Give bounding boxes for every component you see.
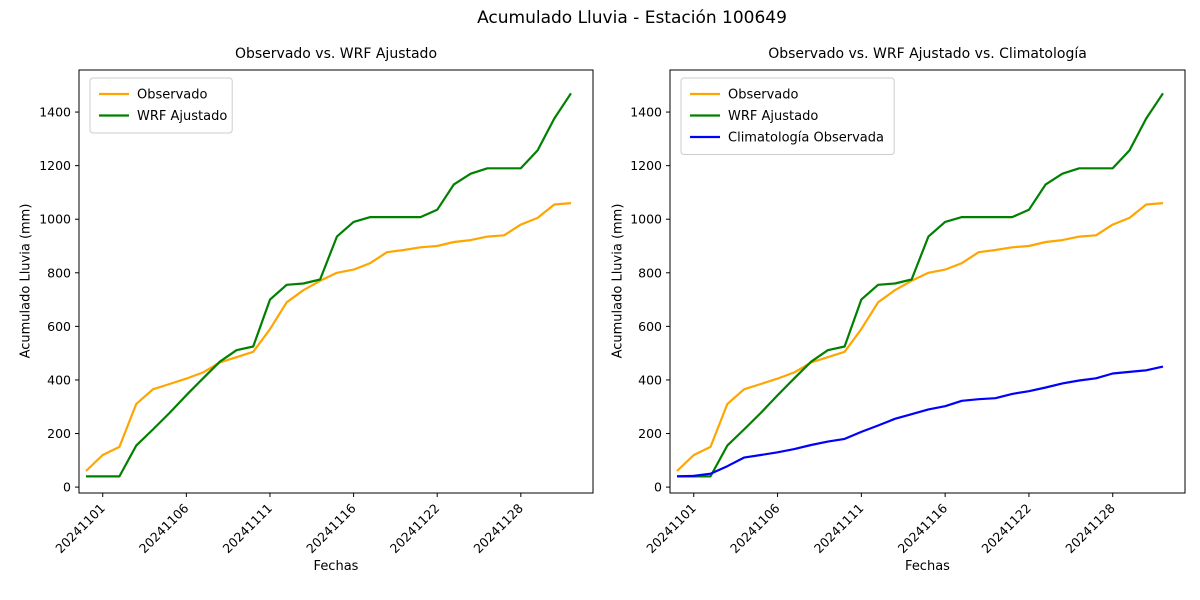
right-subplot-title: Observado vs. WRF Ajustado vs. Climatolo… (768, 46, 1087, 62)
legend-box (89, 77, 233, 134)
x-tick-label: 20241116 (303, 500, 359, 556)
series-line-wrf-ajustado (677, 92, 1164, 478)
y-tick-label: 600 (47, 319, 71, 334)
figure-title: Acumulado Lluvia - Estación 100649 (477, 8, 787, 28)
legend-label: Climatología Observada (728, 131, 884, 146)
x-tick-label: 20241128 (470, 500, 526, 556)
y-tick-label: 400 (638, 372, 662, 387)
right-x-axis-label: Fechas (905, 559, 950, 574)
y-tick-label: 1000 (39, 212, 71, 227)
x-tick-label: 20241101 (52, 501, 108, 557)
y-tick-label: 0 (654, 480, 662, 495)
series-line-climatolog-a-observada (676, 365, 1164, 478)
plot-border (78, 69, 594, 494)
x-tick-label: 20241106 (727, 500, 783, 556)
y-tick-label: 800 (47, 265, 71, 280)
left-x-axis-label: Fechas (313, 559, 359, 574)
x-tick-label: 20241122 (387, 501, 443, 557)
legend-label: WRF Ajustado (137, 109, 227, 124)
y-tick-label: 600 (638, 319, 662, 334)
y-tick-label: 0 (63, 480, 71, 495)
legend-box (680, 77, 895, 155)
plot-border (669, 69, 1186, 494)
series-line-wrf-ajustado (86, 92, 572, 478)
legend-label: Observado (137, 88, 208, 103)
x-tick-label: 20241128 (1062, 500, 1118, 556)
legend-label: Observado (728, 88, 799, 103)
y-tick-label: 1200 (39, 158, 71, 173)
x-tick-label: 20241106 (136, 500, 192, 556)
y-tick-label: 400 (47, 372, 71, 387)
y-tick-label: 1000 (630, 212, 662, 227)
x-tick-label: 20241122 (978, 501, 1034, 557)
series-line-observado (676, 202, 1164, 472)
left-subplot-title: Observado vs. WRF Ajustado (234, 46, 438, 62)
x-tick-label: 20241101 (643, 501, 699, 557)
y-tick-label: 200 (638, 426, 662, 441)
y-tick-label: 1200 (630, 158, 662, 173)
x-tick-label: 20241111 (811, 501, 867, 557)
legend-label: WRF Ajustado (728, 109, 818, 124)
x-tick-label: 20241111 (219, 501, 275, 557)
y-tick-label: 200 (47, 426, 71, 441)
x-tick-label: 20241116 (895, 500, 951, 556)
y-tick-label: 1400 (630, 105, 662, 120)
y-tick-label: 1400 (39, 105, 71, 120)
series-line-observado (85, 202, 572, 472)
y-tick-label: 800 (638, 265, 662, 280)
